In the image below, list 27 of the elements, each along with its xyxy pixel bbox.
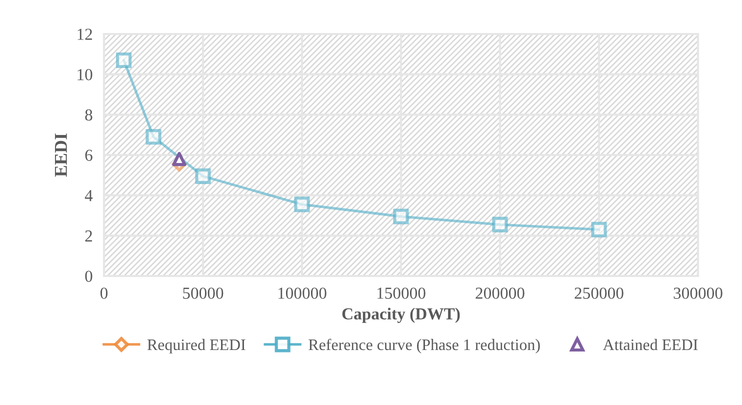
y-tick-label: 0 xyxy=(85,270,92,282)
point xyxy=(591,222,607,238)
legend-label: Reference curve (Phase 1 reduction) xyxy=(308,338,540,354)
point xyxy=(492,216,508,232)
x-tick-label: 0 xyxy=(100,288,108,299)
legend-label: Required EEDI xyxy=(147,338,246,354)
y-tick-label: 2 xyxy=(85,230,92,242)
point xyxy=(146,129,162,145)
point xyxy=(393,208,409,224)
x-tick-label: 150000 xyxy=(377,288,426,299)
y-tick-label: 4 xyxy=(84,190,93,202)
x-tick-label: 250000 xyxy=(574,288,624,299)
point xyxy=(172,152,186,166)
x-tick-label: 200000 xyxy=(476,288,524,299)
y-tick-label: 6 xyxy=(85,150,92,161)
y-tick-label: 10 xyxy=(78,69,92,80)
x-tick-label: 100000 xyxy=(278,288,326,299)
point xyxy=(294,196,310,212)
y-axis-title: EEDI xyxy=(55,134,67,177)
x-tick-label: 300000 xyxy=(674,288,722,299)
x-axis-title: Capacity (DWT) xyxy=(342,308,460,323)
y-tick-label: 8 xyxy=(85,109,92,121)
point xyxy=(195,168,211,184)
point xyxy=(116,52,132,68)
legend-label: Attained EEDI xyxy=(602,338,698,350)
x-tick-label: 50000 xyxy=(183,288,224,299)
y-tick-label: 12 xyxy=(78,28,92,40)
